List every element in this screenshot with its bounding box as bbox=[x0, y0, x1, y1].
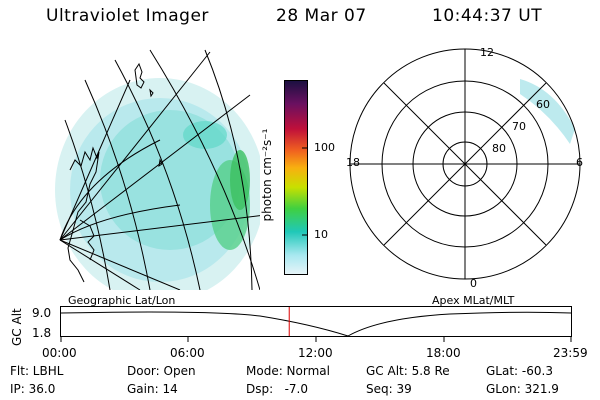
uv-emission-disk bbox=[55, 78, 260, 290]
timeline-xtick-2359: 23:59 bbox=[553, 346, 588, 360]
colorbar-tick-100: 100 bbox=[314, 141, 335, 154]
timeline-xtick-0000: 00:00 bbox=[42, 346, 77, 360]
mlt-label-12: 12 bbox=[480, 46, 494, 59]
timeline-xtick-1200: 12:00 bbox=[298, 346, 333, 360]
mlat-label-80: 80 bbox=[492, 142, 506, 155]
mlt-label-18: 18 bbox=[346, 156, 360, 169]
polar-mlat-mlt-plot bbox=[349, 48, 581, 280]
glat-readout: GLat: -60.3 bbox=[486, 364, 553, 378]
dsp-readout: Dsp: -7.0 bbox=[246, 382, 309, 396]
color-scale-bar bbox=[284, 80, 308, 275]
timeline-ytick-bottom: 1.8 bbox=[32, 326, 52, 340]
mlat-label-70: 70 bbox=[512, 120, 526, 133]
mode-readout: Mode: Normal bbox=[246, 364, 330, 378]
timeline-ylabel: GC Alt bbox=[10, 308, 24, 346]
sequence-readout: Seq: 39 bbox=[366, 382, 412, 396]
coastline bbox=[67, 62, 163, 283]
observation-date: 28 Mar 07 bbox=[276, 6, 367, 26]
colorbar-unit-label: photon cm⁻²s⁻¹ bbox=[260, 128, 274, 222]
timeline-ytick-top: 9.0 bbox=[32, 306, 52, 320]
ip-readout: IP: 36.0 bbox=[10, 382, 56, 396]
mlt-label-6: 6 bbox=[576, 156, 583, 169]
instrument-title: Ultraviolet Imager bbox=[46, 6, 209, 26]
gc-altitude-readout: GC Alt: 5.8 Re bbox=[366, 364, 450, 378]
altitude-timeline bbox=[60, 306, 572, 342]
glon-readout: GLon: 321.9 bbox=[486, 382, 559, 396]
gain-readout: Gain: 14 bbox=[127, 382, 178, 396]
polar-emission-patch bbox=[520, 79, 575, 144]
geographic-image-panel bbox=[55, 49, 260, 290]
altitude-curve bbox=[60, 311, 572, 337]
observation-time: 10:44:37 UT bbox=[432, 6, 543, 26]
door-readout: Door: Open bbox=[127, 364, 196, 378]
latlon-grid bbox=[59, 49, 260, 290]
apex-caption: Apex MLat/MLT bbox=[432, 294, 515, 307]
geographic-caption: Geographic Lat/Lon bbox=[68, 294, 176, 307]
colorbar-tick-10: 10 bbox=[314, 228, 328, 241]
mlt-label-0: 0 bbox=[470, 277, 477, 290]
timeline-xtick-1800: 18:00 bbox=[426, 346, 461, 360]
timeline-xtick-0600: 06:00 bbox=[170, 346, 205, 360]
mlat-label-60: 60 bbox=[536, 98, 550, 111]
filter-readout: Flt: LBHL bbox=[10, 364, 64, 378]
